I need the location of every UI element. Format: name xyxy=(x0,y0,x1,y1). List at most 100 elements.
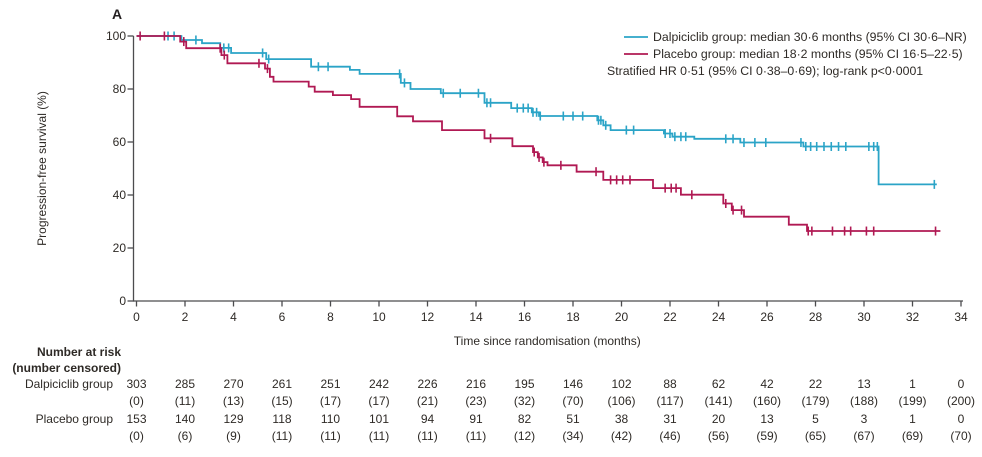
at-risk-count: 1 xyxy=(909,412,916,426)
censored-count: (21) xyxy=(416,394,439,408)
at-risk-count: 31 xyxy=(663,412,677,426)
x-tick-label: 28 xyxy=(809,310,823,324)
x-tick-label: 16 xyxy=(518,310,532,324)
x-tick-label: 4 xyxy=(230,310,237,324)
censored-count: (69) xyxy=(901,429,924,443)
censored-count: (11) xyxy=(271,429,293,443)
y-axis-title: Progression-free survival (%) xyxy=(35,91,49,246)
censored-count: (59) xyxy=(756,429,778,443)
at-risk-count: 285 xyxy=(174,377,196,391)
censored-count: (42) xyxy=(610,429,633,443)
censored-count: (15) xyxy=(271,394,293,408)
x-tick-label: 32 xyxy=(906,310,920,324)
at-risk-count: 62 xyxy=(711,377,726,391)
censored-count: (0) xyxy=(129,394,144,408)
censor-marks-dalpiciclib xyxy=(167,31,936,189)
censored-count: (13) xyxy=(222,394,245,408)
at-risk-count: 102 xyxy=(611,377,632,391)
x-tick-label: 30 xyxy=(857,310,871,324)
censored-count: (70) xyxy=(562,394,584,408)
at-risk-count: 226 xyxy=(417,377,438,391)
y-tick-label: 60 xyxy=(113,135,127,149)
censored-count: (23) xyxy=(465,394,487,408)
x-tick-label: 6 xyxy=(279,310,286,324)
censored-count: (199) xyxy=(898,394,927,408)
legend-stats-line: Stratified HR 0·51 (95% CI 0·38–0·69); l… xyxy=(607,64,923,78)
panel-label: A xyxy=(112,6,123,22)
legend-label-dalpiciclib: Dalpiciclib group: median 30·6 months (9… xyxy=(653,30,967,44)
x-tick-label: 34 xyxy=(954,310,968,324)
censored-count: (200) xyxy=(946,394,975,408)
y-tick-label: 100 xyxy=(106,29,126,43)
censored-count: (11) xyxy=(417,429,438,443)
risk-row-label-dalpiciclib: Dalpiciclib group xyxy=(24,377,113,391)
censored-count: (70) xyxy=(950,429,972,443)
y-tick-label: 80 xyxy=(113,82,127,96)
x-tick-label: 26 xyxy=(760,310,774,324)
censored-count: (117) xyxy=(656,394,684,408)
censored-count: (106) xyxy=(607,394,636,408)
at-risk-count: 101 xyxy=(368,412,390,426)
at-risk-count: 242 xyxy=(368,377,390,391)
censored-count: (34) xyxy=(562,429,584,443)
censored-count: (46) xyxy=(659,429,681,443)
at-risk-count: 261 xyxy=(271,377,293,391)
risk-row-label-placebo: Placebo group xyxy=(35,412,113,426)
survival-curve-placebo xyxy=(136,35,941,232)
at-risk-count: 88 xyxy=(663,377,677,391)
at-risk-count: 270 xyxy=(223,377,244,391)
at-risk-count: 129 xyxy=(223,412,244,426)
at-risk-count: 110 xyxy=(320,412,341,426)
at-risk-count: 140 xyxy=(174,412,196,426)
at-risk-count: 91 xyxy=(469,412,483,426)
censored-count: (6) xyxy=(177,429,193,443)
censored-count: (9) xyxy=(226,429,241,443)
at-risk-count: 51 xyxy=(566,412,580,426)
legend-label-placebo: Placebo group: median 18·2 months (95% C… xyxy=(653,47,963,61)
at-risk-count: 3 xyxy=(860,412,868,426)
axes xyxy=(127,35,963,307)
x-tick-label: 24 xyxy=(712,310,726,324)
at-risk-count: 22 xyxy=(808,377,823,391)
y-tick-label: 0 xyxy=(119,294,126,308)
x-tick-label: 18 xyxy=(566,310,580,324)
at-risk-count: 118 xyxy=(272,412,292,426)
at-risk-count: 146 xyxy=(562,377,584,391)
censored-count: (12) xyxy=(513,429,536,443)
at-risk-count: 0 xyxy=(957,412,965,426)
censored-count: (141) xyxy=(704,394,733,408)
censored-count: (11) xyxy=(320,429,341,443)
x-tick-label: 22 xyxy=(663,310,677,324)
censored-count: (65) xyxy=(804,429,827,443)
censored-count: (17) xyxy=(368,394,390,408)
y-tick-label: 40 xyxy=(113,188,127,202)
at-risk-count: 153 xyxy=(126,412,147,426)
censored-count: (67) xyxy=(853,429,875,443)
x-tick-label: 12 xyxy=(421,310,435,324)
at-risk-count: 82 xyxy=(517,412,532,426)
x-tick-label: 10 xyxy=(372,310,386,324)
at-risk-count: 303 xyxy=(126,377,147,391)
at-risk-count: 13 xyxy=(857,377,871,391)
at-risk-count: 5 xyxy=(812,412,819,426)
at-risk-count: 216 xyxy=(465,377,487,391)
at-risk-count: 20 xyxy=(711,412,726,426)
risk-table-header-line2: (number censored) xyxy=(12,361,121,375)
x-tick-label: 0 xyxy=(133,310,140,324)
at-risk-count: 1 xyxy=(909,377,916,391)
censor-marks-placebo xyxy=(139,31,937,236)
at-risk-count: 0 xyxy=(957,377,965,391)
at-risk-count: 94 xyxy=(420,412,435,426)
at-risk-count: 195 xyxy=(514,377,535,391)
at-risk-count: 251 xyxy=(320,377,341,391)
censored-count: (160) xyxy=(752,394,781,408)
at-risk-count: 13 xyxy=(760,412,774,426)
censored-count: (188) xyxy=(849,394,878,408)
survival-curve-dalpiciclib xyxy=(136,35,937,186)
x-tick-label: 8 xyxy=(327,310,334,324)
censored-count: (56) xyxy=(707,429,730,443)
x-tick-label: 14 xyxy=(469,310,483,324)
x-axis-title: Time since randomisation (months) xyxy=(454,334,641,348)
censored-count: (11) xyxy=(465,429,487,443)
